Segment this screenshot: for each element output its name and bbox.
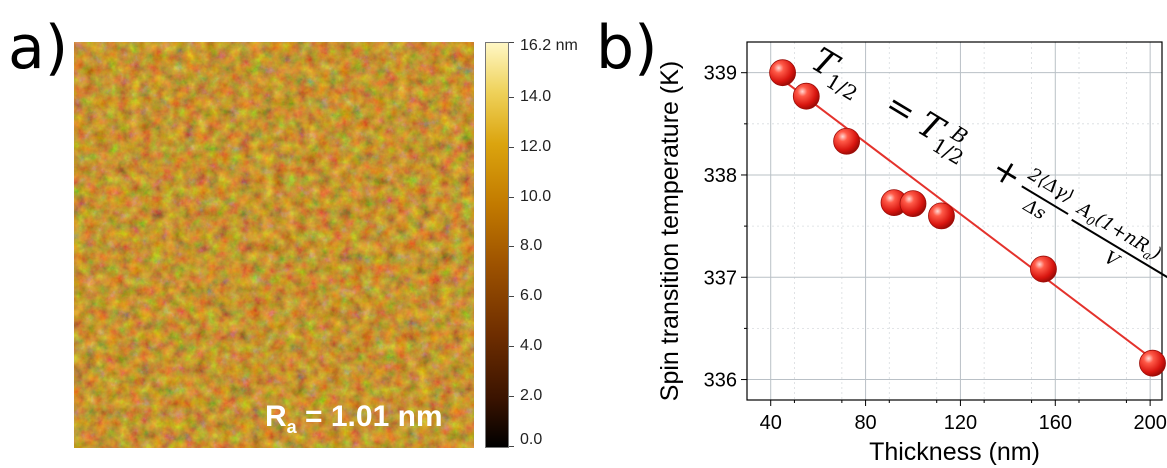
chart-grid <box>747 42 1162 400</box>
data-point <box>1139 349 1166 377</box>
x-tick-label: 80 <box>854 412 876 434</box>
x-tick-label: 40 <box>760 412 782 434</box>
thickness-chart: 40 80 120 160 200 336 337 338 339 Thickness (nm)… <box>656 41 1167 466</box>
x-tick-label: 160 <box>1039 412 1072 434</box>
eq-frac2-den: V <box>1100 247 1123 272</box>
colorbar-tick <box>509 346 514 348</box>
colorbar-tick-label: 8.0 <box>520 237 543 255</box>
colorbar-tick <box>509 96 514 98</box>
height-colorbar <box>485 42 509 448</box>
axis-ticks: 40 80 120 160 200 336 337 338 339 <box>704 63 1167 434</box>
afm-texture <box>74 42 474 448</box>
colorbar-tick <box>509 296 514 298</box>
data-point <box>769 59 796 87</box>
colorbar-tick-label: 0.0 <box>520 431 543 448</box>
colorbar-tick <box>509 396 514 398</box>
roughness-label: Ra = 1.01 nm <box>265 400 443 437</box>
colorbar-tick-label: 10.0 <box>520 187 552 205</box>
y-tick-label: 337 <box>704 267 737 289</box>
y-tick-label: 339 <box>704 63 737 85</box>
colorbar-tick <box>509 146 514 148</box>
colorbar-tick-label: 4.0 <box>520 337 543 355</box>
colorbar-tick-label: 12.0 <box>520 137 552 155</box>
y-tick-label: 336 <box>704 370 737 392</box>
data-point <box>928 202 955 230</box>
panel-b-label: b) <box>596 13 658 83</box>
colorbar-tick-label: 14.0 <box>520 87 552 105</box>
data-points <box>769 59 1166 377</box>
colorbar-tick-label: 2.0 <box>520 387 543 405</box>
panel-a-label: a) <box>8 13 69 83</box>
colorbar-tick <box>509 446 514 447</box>
data-point <box>899 190 927 218</box>
colorbar-tick-label: 6.0 <box>520 287 543 305</box>
colorbar-tick <box>509 196 514 198</box>
y-axis-label: Spin transition temperature (K) <box>656 61 684 401</box>
x-tick-label: 200 <box>1133 412 1166 434</box>
plot-frame <box>746 41 1163 401</box>
data-point <box>1030 255 1057 283</box>
colorbar-tick <box>509 42 514 43</box>
colorbar-tick-label: 16.2 nm <box>520 37 578 54</box>
data-point <box>833 127 861 155</box>
fit-line <box>781 79 1154 360</box>
colorbar-tick <box>509 246 514 248</box>
afm-topography-image: Ra = 1.01 nm <box>74 42 474 448</box>
y-tick-label: 338 <box>704 165 737 187</box>
data-point <box>792 82 820 110</box>
x-tick-label: 120 <box>944 412 977 434</box>
x-axis-label: Thickness (nm) <box>869 438 1040 466</box>
